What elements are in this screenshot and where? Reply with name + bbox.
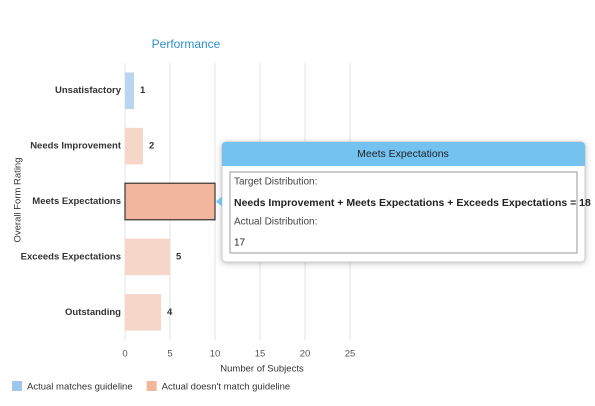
legend-swatch [12, 381, 22, 391]
x-tick-label: 5 [167, 349, 172, 360]
chart-title: Performance [152, 37, 221, 51]
tooltip-pointer [216, 196, 222, 207]
y-tick-label: Needs Improvement [30, 141, 122, 152]
x-tick-label: 25 [345, 349, 356, 360]
tooltip-header [222, 142, 585, 166]
bar [125, 127, 143, 165]
value-label: 5 [176, 251, 182, 262]
actual-label: Actual Distribution: [234, 217, 317, 228]
value-label: 2 [149, 141, 154, 152]
x-tick-label: 0 [122, 349, 127, 360]
y-tick-label: Meets Expectations [32, 196, 121, 207]
y-tick-label: Unsatisfactory [55, 85, 122, 96]
bar [125, 72, 134, 109]
actual-value: 17 [234, 238, 246, 249]
legend-swatch [146, 381, 157, 391]
tooltip-title: Meets Expectations [357, 148, 449, 160]
target-label: Target Distribution: [234, 177, 317, 188]
value-label: 4 [167, 307, 173, 318]
target-formula: Needs Improvement + Meets Expectations +… [234, 197, 591, 209]
bar [125, 294, 161, 331]
bar [125, 238, 170, 276]
bar [124, 182, 216, 221]
y-tick-label: Exceeds Expectations [21, 251, 121, 262]
legend-label: Actual matches guideline [27, 382, 133, 393]
x-tick-label: 20 [300, 349, 311, 360]
x-tick-label: 15 [255, 349, 266, 360]
tooltip: Meets Expectations Target Distribution: Ne… [216, 141, 591, 263]
legend-label: Actual doesn't match guideline [162, 382, 291, 393]
x-axis-label: Number of Subjects [220, 364, 304, 375]
y-tick-label: Outstanding [65, 307, 121, 318]
tooltip-content-box [229, 171, 578, 254]
x-tick-label: 10 [210, 349, 221, 360]
y-axis-label: Overall Form Rating [13, 158, 24, 243]
value-label: 1 [140, 85, 146, 96]
